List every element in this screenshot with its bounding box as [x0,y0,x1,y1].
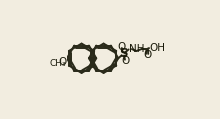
Text: NH: NH [129,44,145,54]
Text: O: O [59,57,67,67]
Text: O: O [143,50,151,60]
Text: OH: OH [150,43,165,53]
Text: CH₃: CH₃ [50,59,66,68]
Text: S: S [119,47,128,60]
Text: O: O [121,56,130,66]
Text: O: O [117,42,125,52]
